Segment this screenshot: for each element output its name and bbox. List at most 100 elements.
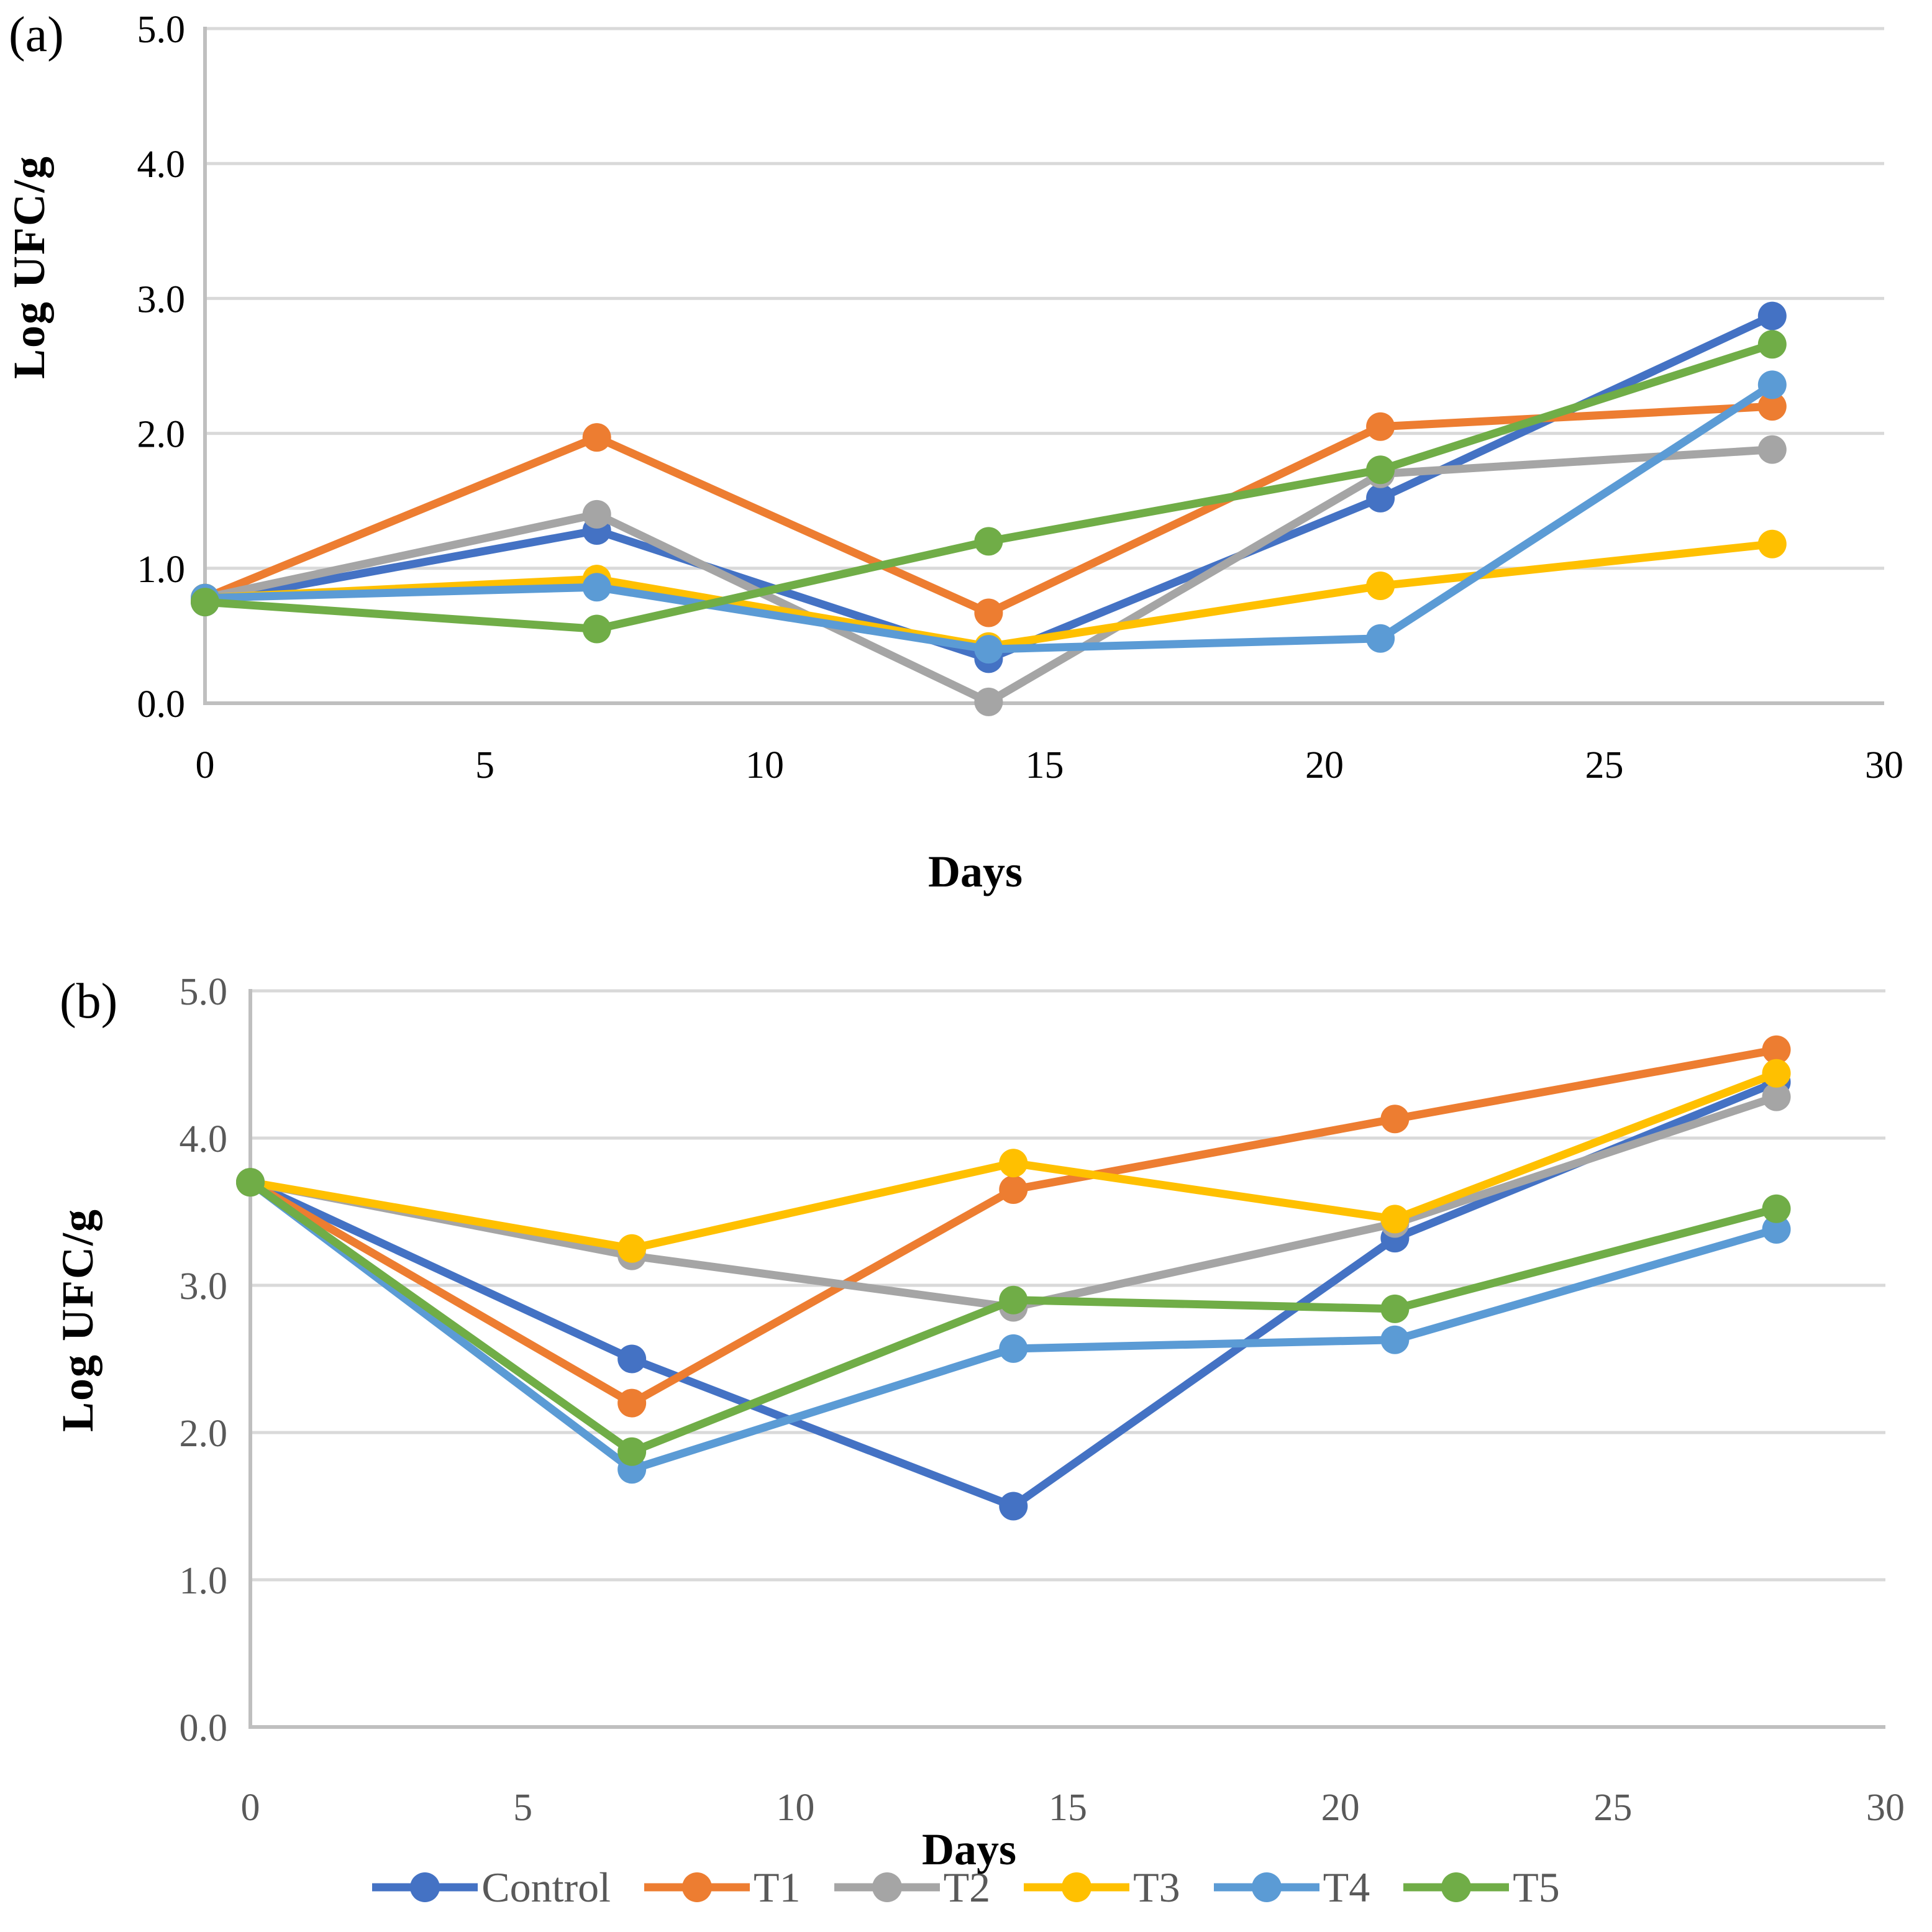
y-tick-label-b-3.0: 3.0 bbox=[180, 1265, 228, 1308]
legend-item-control: Control bbox=[372, 1866, 611, 1908]
legend-marker-icon-t1 bbox=[644, 1872, 750, 1902]
marker-a-T1-day28 bbox=[1757, 392, 1787, 421]
legend-marker-icon-t5 bbox=[1403, 1872, 1510, 1902]
marker-b-T1-day28 bbox=[1762, 1035, 1791, 1064]
y-tick-label-b-0.0: 0.0 bbox=[180, 1707, 228, 1749]
marker-a-T5-day14 bbox=[974, 527, 1003, 556]
x-tick-label-b-20: 20 bbox=[1321, 1787, 1360, 1829]
marker-b-T5-day7 bbox=[617, 1437, 647, 1466]
x-tick-label-b-5: 5 bbox=[513, 1787, 532, 1829]
legend-marker-icon-t4 bbox=[1213, 1872, 1319, 1902]
legend-item-t4: T4 bbox=[1213, 1864, 1370, 1911]
marker-a-T2-day7 bbox=[582, 499, 611, 529]
y-tick-label-b-4.0: 4.0 bbox=[180, 1118, 228, 1160]
legend-marker-dot bbox=[682, 1872, 713, 1902]
legend-marker-dot bbox=[872, 1872, 902, 1902]
marker-b-T4-day28 bbox=[1762, 1214, 1791, 1244]
legend-item-t1: T1 bbox=[644, 1866, 801, 1908]
y-tick-label-a-3.0: 3.0 bbox=[137, 278, 186, 321]
x-tick-label-a-30: 30 bbox=[1865, 744, 1903, 786]
marker-a-T3-day28 bbox=[1757, 529, 1787, 558]
x-tick-label-a-15: 15 bbox=[1026, 744, 1064, 786]
marker-a-T5-day21 bbox=[1366, 455, 1395, 485]
panel-b-y-axis-title: Log UFC/g bbox=[53, 1208, 103, 1432]
marker-b-T4-day21 bbox=[1380, 1325, 1410, 1354]
legend-marker-dot bbox=[410, 1872, 440, 1902]
marker-b-T1-day14 bbox=[999, 1175, 1028, 1204]
x-tick-label-b-15: 15 bbox=[1049, 1787, 1087, 1829]
legend-marker-icon-t2 bbox=[834, 1872, 940, 1902]
marker-b-Control-day14 bbox=[999, 1492, 1028, 1521]
panel-a-x-axis-title: Days bbox=[927, 847, 1023, 896]
marker-a-T5-day7 bbox=[582, 614, 611, 644]
marker-b-T3-day21 bbox=[1380, 1205, 1410, 1234]
legend-label-t3: T3 bbox=[1133, 1864, 1180, 1911]
marker-a-T2-day14 bbox=[974, 687, 1003, 716]
legend-marker-icon-control bbox=[372, 1872, 478, 1902]
marker-b-T3-day28 bbox=[1762, 1059, 1791, 1088]
panel-a-y-axis-title: Log UFC/g bbox=[4, 155, 54, 379]
y-tick-label-a-5.0: 5.0 bbox=[137, 9, 186, 51]
legend-marker-dot bbox=[1441, 1872, 1472, 1902]
y-tick-label-b-5.0: 5.0 bbox=[180, 971, 228, 1013]
marker-b-T3-day14 bbox=[999, 1149, 1028, 1178]
marker-a-T1-day21 bbox=[1366, 412, 1395, 441]
legend-item-t2: T2 bbox=[834, 1864, 991, 1911]
marker-b-T5-day21 bbox=[1380, 1294, 1410, 1323]
legend-marker-dot bbox=[1251, 1872, 1282, 1902]
legend-label-t1: T1 bbox=[754, 1864, 801, 1911]
marker-a-T4-day7 bbox=[582, 573, 611, 602]
marker-a-T1-day7 bbox=[582, 423, 611, 452]
x-tick-label-a-10: 10 bbox=[745, 744, 784, 786]
marker-a-T1-day14 bbox=[974, 598, 1003, 627]
marker-a-Control-day28 bbox=[1757, 301, 1787, 330]
marker-b-Control-day7 bbox=[617, 1344, 647, 1374]
legend-item-t3: T3 bbox=[1024, 1866, 1180, 1908]
y-tick-label-a-4.0: 4.0 bbox=[137, 144, 186, 186]
x-tick-label-b-25: 25 bbox=[1593, 1787, 1632, 1829]
marker-b-T1-day21 bbox=[1380, 1105, 1410, 1134]
y-tick-label-a-2.0: 2.0 bbox=[137, 414, 186, 456]
legend-label-t4: T4 bbox=[1323, 1864, 1370, 1911]
chart-legend: Control T1 T2 T3 T4 T5 bbox=[0, 1866, 1932, 1908]
marker-a-T2-day28 bbox=[1757, 435, 1787, 464]
marker-a-T4-day14 bbox=[974, 635, 1003, 664]
legend-marker-dot bbox=[1062, 1872, 1092, 1902]
marker-a-T4-day28 bbox=[1757, 370, 1787, 399]
panel-b: 5.0 4.0 3.0 2.0 1.0 0.0 0 5 10 15 20 25 30 bbox=[180, 971, 1905, 1829]
marker-b-T3-day7 bbox=[617, 1234, 647, 1263]
y-tick-label-b-1.0: 1.0 bbox=[180, 1560, 228, 1602]
x-tick-label-b-30: 30 bbox=[1866, 1787, 1905, 1829]
marker-b-T2-day28 bbox=[1762, 1082, 1791, 1111]
panel-b-x-axis-title: Days bbox=[921, 1825, 1016, 1874]
marker-a-T5-day0 bbox=[191, 588, 219, 617]
y-tick-label-a-0.0: 0.0 bbox=[137, 683, 186, 726]
marker-b-T5-day14 bbox=[999, 1285, 1028, 1315]
marker-b-T5-day0 bbox=[236, 1168, 265, 1197]
marker-a-T3-day21 bbox=[1366, 572, 1395, 601]
y-tick-label-a-1.0: 1.0 bbox=[137, 549, 186, 591]
legend-item-t5: T5 bbox=[1403, 1866, 1560, 1908]
legend-label-t5: T5 bbox=[1513, 1864, 1560, 1911]
panel-a-label: (a) bbox=[9, 7, 64, 62]
x-tick-label-a-25: 25 bbox=[1585, 744, 1624, 786]
marker-a-T4-day21 bbox=[1366, 624, 1395, 653]
x-tick-label-a-5: 5 bbox=[475, 744, 494, 786]
y-tick-label-b-2.0: 2.0 bbox=[180, 1413, 228, 1455]
series-line-a-T1 bbox=[201, 402, 1777, 617]
x-tick-label-b-0: 0 bbox=[241, 1787, 260, 1829]
panel-a: 5.0 4.0 3.0 2.0 1.0 0.00 5 10 15 20 25 30 bbox=[137, 9, 1904, 786]
legend-label-t2: T2 bbox=[943, 1864, 991, 1911]
legend-label-control: Control bbox=[481, 1864, 611, 1911]
x-tick-label-a-20: 20 bbox=[1305, 744, 1344, 786]
marker-a-Control-day21 bbox=[1366, 483, 1395, 513]
x-tick-label-b-10: 10 bbox=[776, 1787, 814, 1829]
panel-b-label: (b) bbox=[60, 974, 118, 1029]
marker-a-T5-day28 bbox=[1757, 330, 1787, 359]
marker-b-T5-day28 bbox=[1762, 1194, 1791, 1223]
marker-b-T4-day14 bbox=[999, 1334, 1028, 1363]
marker-b-T1-day7 bbox=[617, 1388, 647, 1418]
legend-marker-icon-t3 bbox=[1024, 1872, 1130, 1902]
